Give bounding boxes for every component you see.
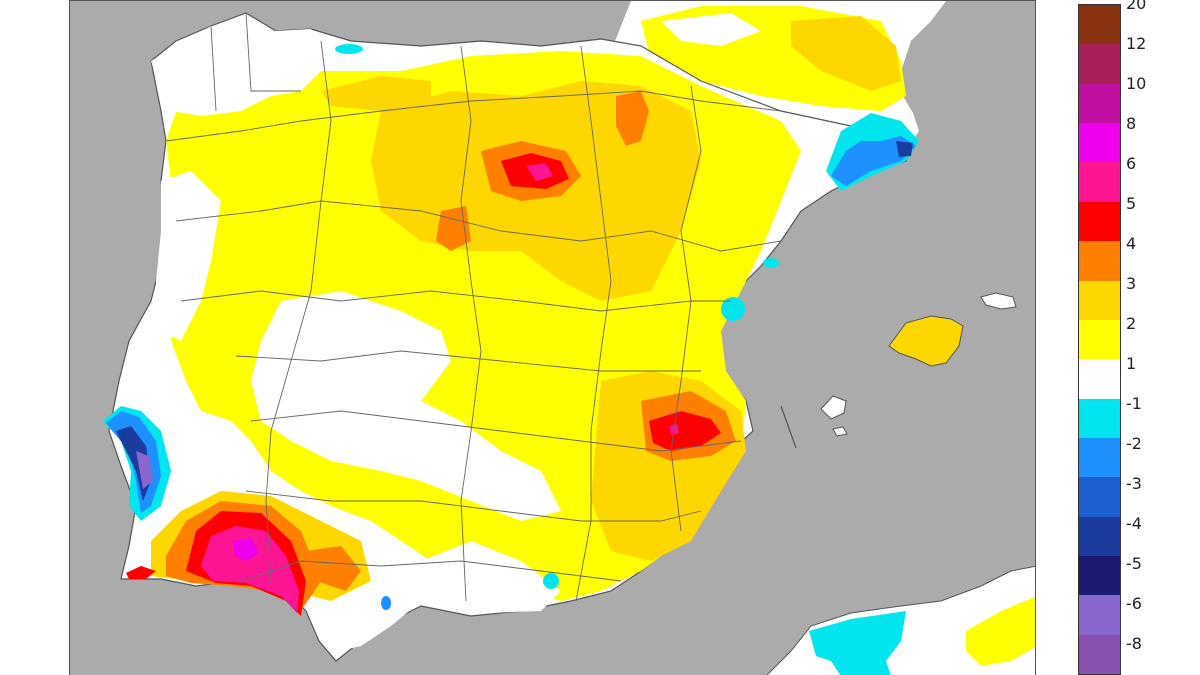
north-africa-cold-patch xyxy=(809,611,906,675)
coastline-fragment xyxy=(780,405,797,449)
ibiza-island xyxy=(820,395,847,420)
colorbar-tick-label: -5 xyxy=(1126,554,1142,573)
province-borders xyxy=(165,12,782,602)
colorbar-tick-label: 10 xyxy=(1126,74,1147,93)
formentera-island xyxy=(832,426,848,437)
cold-region-lisbon-purple xyxy=(136,451,153,489)
france-warm-anomaly-2 xyxy=(791,16,901,91)
colorbar-tick-label: -8 xyxy=(1126,634,1142,653)
orange-region-cadiz-east xyxy=(306,546,361,591)
cold-spot-cantabrian xyxy=(335,44,363,54)
colorbar-band xyxy=(1079,162,1120,202)
colorbar xyxy=(1078,4,1121,675)
orange-region-zaragoza xyxy=(616,91,649,146)
colorbar-band xyxy=(1079,201,1120,242)
magenta-region-huelva xyxy=(233,538,259,561)
colorbar-tick-label: 6 xyxy=(1126,154,1137,173)
colorbar-band xyxy=(1079,5,1120,45)
colorbar-band xyxy=(1079,398,1120,438)
colorbar-band xyxy=(1079,437,1120,478)
colorbar-band xyxy=(1079,634,1120,675)
north-africa-warm-patch xyxy=(966,596,1035,666)
colorbar-tick-label: 12 xyxy=(1126,34,1147,53)
colorbar-band xyxy=(1079,556,1120,596)
colorbar-band xyxy=(1079,241,1120,281)
white-area-galicia xyxy=(151,26,331,116)
pink-region-burgos xyxy=(526,163,553,181)
colorbar-tick-label: -1 xyxy=(1126,394,1142,413)
cold-region-catalonia-darkblue xyxy=(896,141,913,157)
colorbar-tick-label: 20 xyxy=(1126,0,1147,13)
mallorca-island xyxy=(888,315,964,367)
cold-spot-castellon-2 xyxy=(763,258,779,268)
anomaly-map xyxy=(69,0,1036,675)
colorbar-tick-label: 8 xyxy=(1126,114,1137,133)
colorbar-tick-label: 3 xyxy=(1126,274,1137,293)
colorbar-band xyxy=(1079,280,1120,320)
colorbar-band xyxy=(1079,359,1120,399)
colorbar-tick-label: -4 xyxy=(1126,514,1142,533)
colorbar-tick-label: 4 xyxy=(1126,234,1137,253)
cold-spot-castellon xyxy=(721,297,745,321)
colorbar-tick-label: 2 xyxy=(1126,314,1137,333)
menorca-island xyxy=(980,292,1017,310)
pink-region-huelva xyxy=(201,526,299,613)
cold-spot-granada xyxy=(543,573,559,589)
colorbar-labels: 20 12 10 8 6 5 4 3 2 1 -1 -2 -3 -4 -5 -6… xyxy=(1126,0,1200,675)
white-area-west xyxy=(156,171,221,341)
white-area-south xyxy=(421,541,561,613)
colorbar-tick-label: -6 xyxy=(1126,594,1142,613)
colorbar-tick-label: 1 xyxy=(1126,354,1137,373)
cold-spot-malaga xyxy=(381,596,391,610)
white-area-coast-south xyxy=(331,586,421,651)
map-svg xyxy=(70,1,1035,675)
france-white-patch xyxy=(661,13,761,46)
colorbar-tick-label: 5 xyxy=(1126,194,1137,213)
colorbar-band xyxy=(1079,319,1120,360)
colorbar-band xyxy=(1079,477,1120,517)
colorbar-tick-label: -2 xyxy=(1126,434,1142,453)
colorbar-tick-label: -3 xyxy=(1126,474,1142,493)
colorbar-band xyxy=(1079,44,1120,84)
red-region-algarve xyxy=(126,566,156,579)
colorbar-band xyxy=(1079,595,1120,635)
colorbar-band xyxy=(1079,123,1120,163)
colorbar-band xyxy=(1079,83,1120,124)
white-area-center xyxy=(251,291,561,521)
cold-region-catalonia-blue xyxy=(831,136,916,186)
colorbar-band xyxy=(1079,516,1120,557)
gold-region-cantabria xyxy=(321,76,431,111)
red-region-valencia xyxy=(649,411,721,451)
